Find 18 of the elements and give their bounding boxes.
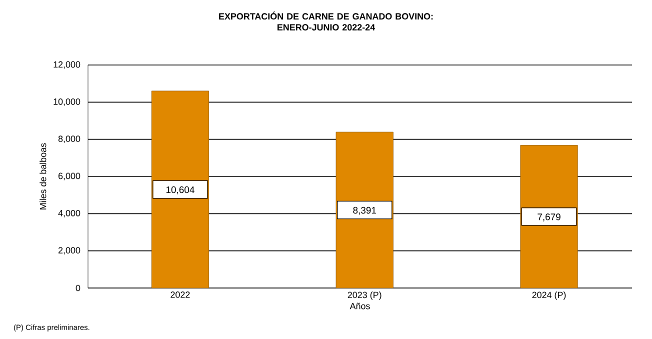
y-tick-label: 10,000 [54,98,80,106]
y-tick-label: 0 [76,284,80,292]
y-tick-label: 4,000 [58,210,80,218]
x-tick-label: 2024 (P) [532,292,566,300]
chart-title: EXPORTACIÓN DE CARNE DE GANADO BOVINO: ENERO-JUNIO 2022-24 [219,11,433,30]
x-axis-title: Años [350,302,370,310]
bar [336,132,394,288]
bar [151,90,209,288]
y-tick-label: 12,000 [54,61,80,69]
y-tick-label: 6,000 [58,172,80,180]
data-label: 7,679 [538,214,560,222]
y-tick-label: 8,000 [58,136,80,144]
data-label: 10,604 [166,186,194,194]
data-label: 8,391 [353,206,376,215]
x-tick-label: 2023 (P) [348,292,382,300]
y-axis-title: Miles de balboas [40,143,46,210]
y-tick-label: 2,000 [58,247,80,255]
x-tick-label: 2022 [170,292,190,298]
